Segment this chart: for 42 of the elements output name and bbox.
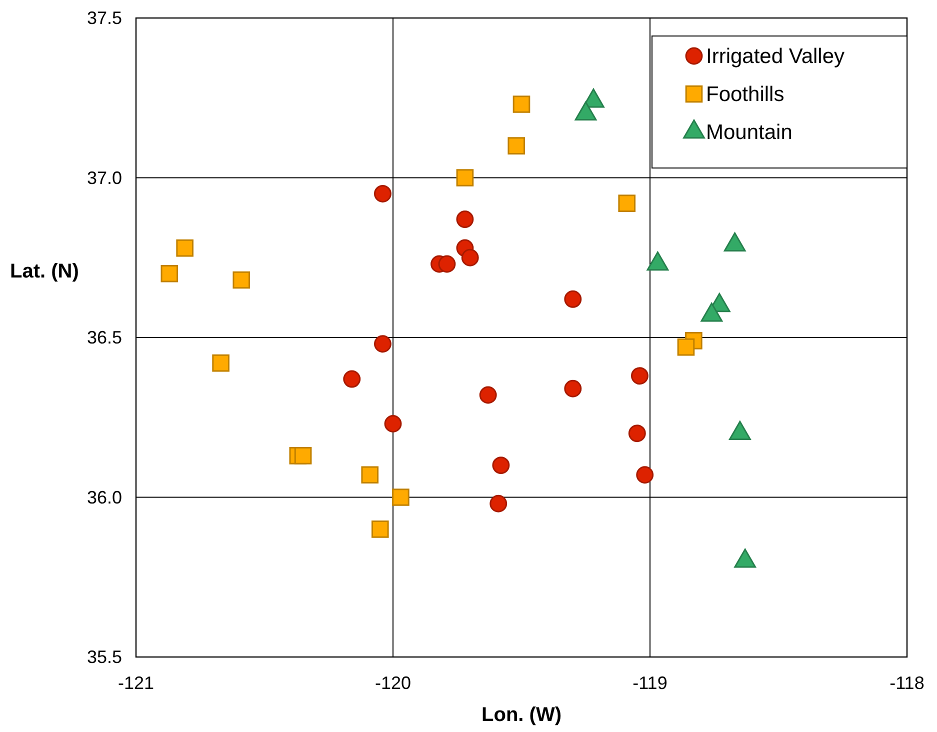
legend-label: Foothills: [706, 83, 784, 106]
point: [343, 370, 361, 388]
y-tick-label: 36.0: [86, 487, 122, 508]
point: [492, 456, 510, 474]
legend-label: Mountain: [706, 121, 792, 144]
point: [636, 466, 654, 484]
x-tick-label: -121: [118, 673, 154, 693]
x-tick-label: -119: [632, 673, 668, 693]
y-tick-label: 35.5: [86, 647, 122, 667]
legend-label: Irrigated Valley: [706, 45, 846, 68]
point: [461, 248, 479, 266]
point: [630, 367, 648, 385]
point: [392, 488, 410, 506]
y-tick-label: 37.0: [86, 168, 122, 188]
x-tick-label: -118: [890, 673, 924, 693]
point: [456, 169, 474, 186]
point: [371, 520, 389, 538]
point: [564, 290, 582, 308]
y-axis-title: Lat. (N): [10, 260, 79, 282]
point: [618, 194, 636, 212]
point: [294, 447, 312, 464]
y-tick-label: 36.5: [86, 328, 122, 348]
point: [490, 494, 508, 512]
x-axis-title: Lon. (W): [482, 704, 562, 726]
point: [438, 255, 456, 273]
point: [479, 386, 497, 404]
y-tick-label: 37.5: [86, 8, 122, 28]
point: [677, 338, 695, 356]
x-tick-label: -120: [374, 673, 412, 693]
point: [374, 185, 392, 202]
point: [508, 137, 526, 154]
point: [232, 271, 250, 289]
point: [212, 354, 230, 372]
point: [374, 335, 392, 353]
point: [361, 466, 379, 484]
point: [160, 264, 178, 282]
point: [512, 96, 530, 113]
point: [628, 424, 646, 442]
point: [456, 210, 474, 228]
point: [564, 380, 582, 398]
point: [384, 415, 402, 432]
point: [176, 239, 194, 257]
